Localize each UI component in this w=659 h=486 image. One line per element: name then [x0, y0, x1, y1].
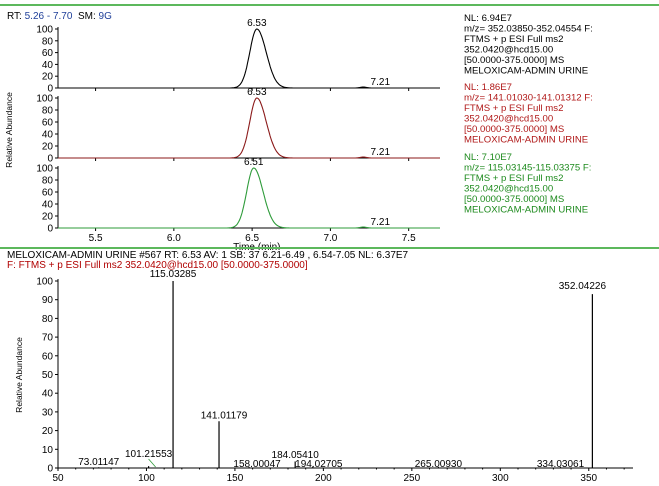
spectrum-peak-label: 158.00047	[233, 459, 281, 470]
trace-info-line: [50.0000-375.0000] MS	[464, 124, 564, 135]
chromatogram-x-tick-label: 7.0	[323, 233, 337, 244]
spectrum-y-tick-label: 70	[42, 333, 54, 344]
spectrum-peak-label: 101.21553	[125, 449, 173, 460]
chromatogram-x-tick-label: 6.0	[167, 233, 181, 244]
spectrum-peak-label: 352.04226	[559, 281, 607, 292]
spectrum-peak-label: 265.00930	[415, 459, 463, 470]
chromatogram-y-tick-label: 100	[36, 164, 53, 175]
spectrum-header-line-1: MELOXICAM-ADMIN URINE #567 RT: 6.53 AV: …	[7, 250, 409, 261]
spectrum-x-tick-label: 50	[52, 473, 64, 484]
trace-info-line: MELOXICAM-ADMIN URINE	[464, 66, 588, 77]
chromatogram-y-tick-label: 60	[42, 48, 54, 59]
chromatogram-y-tick-label: 20	[42, 142, 54, 153]
spectrum-y-tick-label: 100	[36, 277, 53, 288]
minor-peak-rt-label: 7.21	[371, 147, 391, 158]
sm-label: SM:	[77, 11, 96, 22]
rt-range: 5.26 - 7.70	[24, 11, 73, 22]
spectrum-peak-label: 334.03061	[537, 459, 585, 470]
trace-info-line: FTMS + p ESI Full ms2	[464, 173, 563, 184]
trace-info-line: NL: 1.86E7	[464, 82, 512, 93]
chromatogram-y-tick-label: 80	[42, 176, 54, 187]
trace-info-line: MELOXICAM-ADMIN URINE	[464, 135, 588, 146]
chromatogram-y-tick-label: 0	[47, 154, 53, 165]
chromatogram-x-tick-label: 7.5	[402, 233, 416, 244]
trace-info-line: FTMS + p ESI Full ms2	[464, 34, 563, 45]
spectrum-peak-label: 115.03285	[150, 269, 197, 280]
chromatogram-y-tick-label: 40	[42, 60, 54, 71]
peak-rt-label: 6.53	[247, 18, 267, 29]
trace-info-line: m/z= 115.03145-115.03375 F:	[464, 163, 591, 174]
trace-info-line: 352.0420@hcd15.00	[464, 114, 553, 125]
top-divider	[0, 4, 659, 6]
trace-info-line: m/z= 352.03850-352.04554 F:	[464, 24, 593, 35]
rt-label: RT:	[7, 11, 22, 22]
spectrum-y-tick-label: 30	[42, 407, 54, 418]
spectrum-x-tick-label: 200	[315, 473, 332, 484]
chromatogram-y-tick-label: 40	[42, 130, 54, 141]
trace-info-line: FTMS + p ESI Full ms2	[464, 103, 563, 114]
chromatogram-x-axis-label: Time (min)	[233, 242, 280, 250]
minor-peak-rt-label: 7.21	[371, 217, 391, 228]
chromatogram-y-tick-label: 20	[42, 72, 54, 83]
chromatogram-trace	[58, 167, 440, 229]
chromatogram-y-tick-label: 100	[36, 94, 53, 105]
spectrum-y-tick-label: 0	[47, 464, 53, 475]
middle-divider	[0, 247, 659, 249]
chromatogram-trace	[58, 97, 440, 159]
spectrum-x-tick-label: 300	[492, 473, 509, 484]
spectrum-peak-label: 141.01179	[201, 410, 248, 421]
spectrum-y-tick-label: 90	[42, 295, 54, 306]
chromatogram-y-tick-label: 20	[42, 212, 54, 223]
chromatogram-y-tick-label: 80	[42, 106, 54, 117]
spectrum-x-tick-label: 250	[404, 473, 421, 484]
spectrum-x-tick-label: 350	[580, 473, 597, 484]
spectrum-y-tick-label: 60	[42, 351, 54, 362]
spectrum-y-tick-label: 10	[42, 445, 54, 456]
trace-info-line: 352.0420@hcd15.00	[464, 45, 553, 56]
trace-info-line: NL: 7.10E7	[464, 152, 512, 163]
chromatogram-y-tick-label: 40	[42, 200, 54, 211]
trace-info-line: m/z= 141.01030-141.01312 F:	[464, 93, 593, 104]
chromatogram-header: RT: 5.26 - 7.70 SM: 9G	[7, 11, 112, 22]
chromatogram-y-tick-label: 60	[42, 188, 54, 199]
minor-peak-rt-label: 7.21	[371, 77, 391, 88]
peak-rt-label: 6.53	[247, 87, 267, 98]
peak-rt-label: 6.51	[244, 157, 264, 168]
spectrum-peak-label: 73.01147	[78, 457, 119, 468]
sm-value: 9G	[98, 11, 112, 22]
chromatogram-x-tick-label: 6.5	[245, 233, 259, 244]
trace-info-line: MELOXICAM-ADMIN URINE	[464, 205, 588, 216]
spectrum-y-axis-label: Relative Abundance	[14, 337, 24, 413]
chromatogram-y-tick-label: 100	[36, 25, 53, 36]
trace-info-line: 352.0420@hcd15.00	[464, 184, 553, 195]
spectrum-y-tick-label: 50	[42, 370, 54, 381]
chromatogram-y-tick-label: 80	[42, 36, 54, 47]
spectrum-peak-label: 194.02705	[295, 459, 343, 470]
spectrum-x-tick-label: 150	[227, 473, 244, 484]
trace-info-line: NL: 6.94E7	[464, 13, 512, 24]
chromatogram-y-tick-label: 0	[47, 224, 53, 235]
spectrum-peak-label: 184.05410	[272, 450, 320, 461]
trace-info-line: [50.0000-375.0000] MS	[464, 194, 564, 205]
spectrum-x-tick-label: 100	[138, 473, 155, 484]
peak-label-leader	[148, 458, 156, 468]
chromatogram-y-tick-label: 60	[42, 118, 54, 129]
chromatogram-trace	[58, 28, 440, 89]
trace-info-line: [50.0000-375.0000] MS	[464, 55, 564, 66]
spectrum-y-tick-label: 80	[42, 314, 54, 325]
chromatogram-x-tick-label: 5.5	[89, 233, 103, 244]
spectrum-y-tick-label: 40	[42, 389, 54, 400]
chromatogram-y-tick-label: 0	[47, 84, 53, 95]
spectrum-header-line-2: F: FTMS + p ESI Full ms2 352.0420@hcd15.…	[7, 260, 308, 271]
spectrum-y-tick-label: 20	[42, 426, 54, 437]
chromatogram-y-axis-label: Relative Abundance	[4, 92, 14, 168]
